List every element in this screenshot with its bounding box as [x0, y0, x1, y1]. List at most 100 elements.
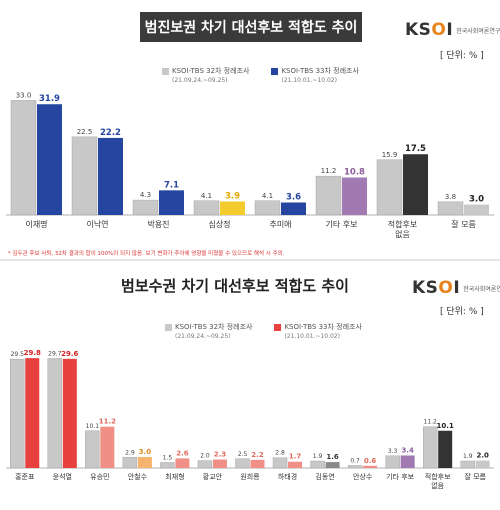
- data-label-32: 1.5: [163, 454, 173, 461]
- data-label-33: 29.8: [24, 349, 41, 357]
- chart-title: 범보수권 차기 대선후보 적합도 추이: [121, 276, 349, 295]
- x-tick-label: 적합후보: [388, 219, 417, 229]
- data-label-33: 2.2: [251, 451, 264, 459]
- bar-series-33: [325, 462, 340, 468]
- data-label-32: 3.3: [388, 448, 398, 455]
- data-label-32: 4.1: [201, 192, 212, 200]
- data-label-32: 11.2: [424, 419, 438, 426]
- legend-item-33: KSOI-TBS 33차 정례조사 (21.10.01.~10.02): [274, 322, 362, 340]
- x-tick-label: 최재형: [165, 472, 184, 481]
- legend-date: (21.10.01.~10.02): [281, 77, 337, 84]
- x-tick-label: 박용진: [147, 219, 169, 229]
- x-tick-label: 잘 모름: [451, 220, 476, 229]
- x-tick-label: 황교안: [203, 472, 223, 481]
- panel-divider: [0, 259, 500, 261]
- legend: KSOI-TBS 32차 정례조사 (21.09.24.~09.25) KSOI…: [165, 322, 362, 340]
- x-tick-label: 원희룡: [240, 472, 260, 481]
- bar-series-32: [460, 460, 475, 469]
- legend-date: (21.09.24.~09.25): [172, 77, 228, 84]
- bar-series-32: [160, 462, 175, 469]
- data-label-33: 0.6: [364, 457, 377, 465]
- bar-series-32: [272, 457, 288, 469]
- x-tick-label: 이낙연: [86, 219, 108, 229]
- bar-series-32: [10, 100, 37, 216]
- bar-series-32: [385, 455, 400, 469]
- legend-swatch: [165, 323, 172, 331]
- data-label-33: 1.6: [326, 453, 339, 461]
- bar-series-32: [132, 199, 159, 216]
- data-label-32: 29.5: [11, 351, 25, 358]
- data-label-33: 3.0: [469, 195, 484, 205]
- progressive-bar-chart: 33.0 31.9 이재명 22.5 22.2 이낙연 4.3 7.1 박용진 4.1 3.9 심상정…: [6, 91, 494, 239]
- x-tick-label: 하태경: [278, 472, 297, 481]
- bar-series-32: [85, 430, 100, 469]
- data-label-33: 7.1: [164, 180, 179, 190]
- data-label-32: 22.5: [77, 128, 93, 136]
- bar-series-32: [422, 426, 438, 469]
- bar-series-32: [235, 458, 250, 469]
- bar-series-32: [122, 457, 138, 469]
- bar-series-33: [37, 104, 62, 215]
- data-label-32: 1.9: [463, 453, 473, 460]
- legend-date: (21.09.24.~09.25): [175, 333, 231, 340]
- bar-series-32: [376, 159, 403, 216]
- data-label-32: 33.0: [16, 91, 32, 99]
- bar-series-33: [62, 358, 77, 468]
- bar-series-33: [98, 137, 123, 215]
- logo-mark: KSOI: [412, 278, 461, 298]
- legend: KSOI-TBS 32차 정례조사 (21.09.24.~09.25) KSOI…: [162, 66, 359, 84]
- bar-series-33: [403, 154, 428, 215]
- x-tick-label: 김동연: [315, 473, 334, 481]
- data-label-33: 1.7: [289, 453, 302, 461]
- data-label-32: 11.2: [321, 167, 337, 175]
- legend-swatch: [274, 323, 282, 331]
- data-label-33: 2.6: [176, 449, 189, 457]
- data-label-33: 10.8: [344, 168, 365, 178]
- x-tick-label: 이재명: [25, 219, 47, 229]
- x-tick-label: 홍준표: [15, 472, 35, 481]
- bar-series-33: [212, 459, 227, 468]
- data-label-33: 3.6: [286, 193, 301, 203]
- unit-label: [ 단위: % ]: [440, 51, 484, 61]
- data-label-32: 4.1: [262, 192, 273, 200]
- bar-series-33: [475, 460, 490, 468]
- legend-label: KSOI-TBS 32차 정례조사: [172, 67, 250, 75]
- bar-series-33: [288, 461, 303, 468]
- data-label-32: 0.7: [350, 457, 360, 464]
- progressive-panel: 범진보권 차기 대선후보 적합도 추이 KSOI 한국사회여론연구소 [ 단위:…: [6, 12, 500, 257]
- data-label-33: 10.1: [437, 422, 454, 430]
- data-label-33: 22.2: [100, 128, 121, 138]
- bar-series-33: [100, 426, 115, 468]
- logo-mark: KSOI: [405, 20, 454, 40]
- x-tick-label: 안상수: [353, 472, 373, 481]
- x-tick-label: 기타 후보: [326, 220, 358, 229]
- data-label-32: 10.1: [86, 423, 100, 430]
- bar-series-33: [250, 459, 265, 468]
- data-label-33: 31.9: [39, 94, 60, 104]
- x-tick-label: 기타 후보: [386, 472, 415, 481]
- ksoi-logo: KSOI 한국사회여론연구소: [405, 20, 500, 40]
- data-label-33: 2.0: [477, 452, 490, 460]
- logo-subtitle: 한국사회여론연구소: [463, 285, 500, 293]
- logo-subtitle: 한국사회여론연구소: [456, 27, 500, 35]
- data-label-33: 3.9: [225, 191, 240, 201]
- ksoi-logo: KSOI 한국사회여론연구소: [412, 278, 500, 298]
- x-tick-label: 잘 모름: [464, 473, 486, 481]
- bar-series-32: [437, 201, 464, 216]
- data-label-32: 2.8: [275, 450, 285, 457]
- bar-series-33: [438, 430, 453, 468]
- legend-swatch: [271, 67, 279, 75]
- data-label-33: 3.4: [401, 446, 414, 454]
- data-label-33: 3.0: [139, 448, 152, 456]
- bar-series-32: [71, 136, 98, 216]
- unit-label: [ 단위: % ]: [440, 307, 484, 317]
- data-label-32: 4.3: [140, 191, 151, 199]
- x-tick-label: 심상정: [208, 219, 230, 229]
- bar-series-33: [175, 458, 190, 468]
- bar-series-32: [310, 460, 325, 469]
- legend-item-32: KSOI-TBS 32차 정례조사 (21.09.24.~09.25): [165, 322, 252, 340]
- x-tick-label: 안철수: [128, 472, 148, 481]
- data-label-32: 2.5: [238, 451, 248, 458]
- legend-swatch: [162, 67, 169, 75]
